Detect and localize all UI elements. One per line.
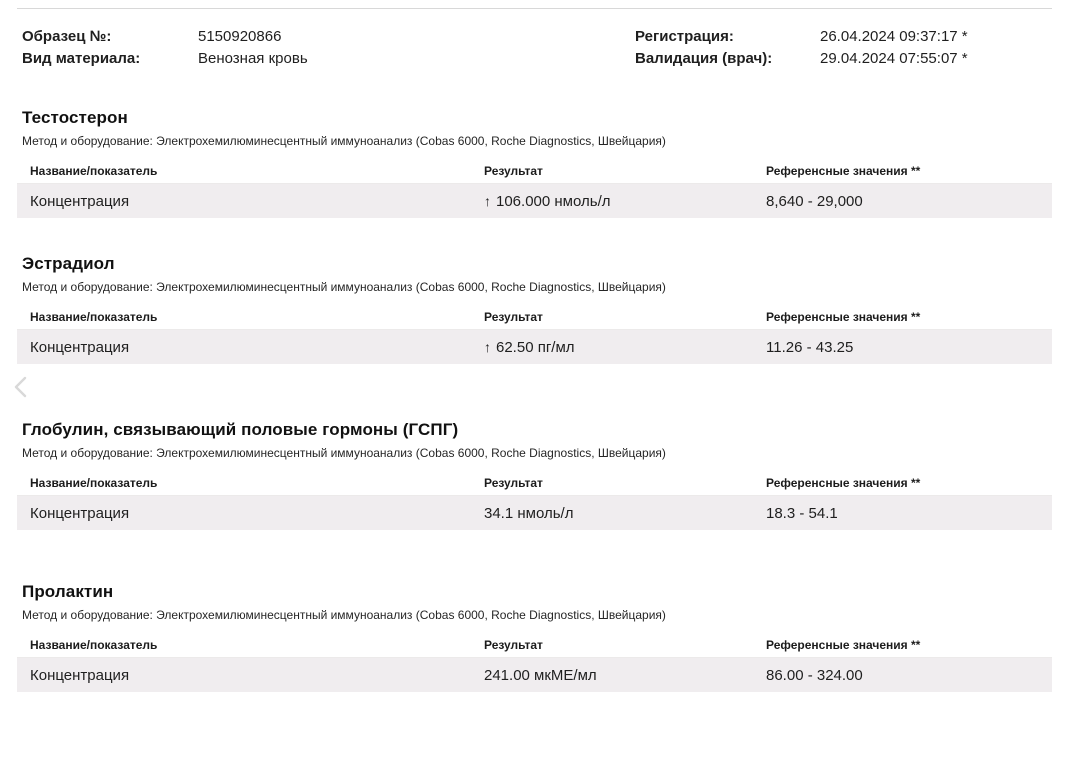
results-table: Название/показатель Результат Референсны… [17, 638, 1052, 692]
col-header-name: Название/показатель [30, 476, 158, 490]
table-header-row: Название/показатель Результат Референсны… [17, 164, 1052, 184]
section-title: Глобулин, связывающий половые гормоны (Г… [22, 420, 459, 439]
sample-number-value: 5150920866 [198, 28, 282, 45]
material-type-label: Вид материала: [22, 50, 141, 67]
result-value: 241.00 мкМЕ/мл [484, 666, 597, 684]
row-result: ↑ 62.50 пг/мл [480, 339, 766, 356]
row-name: Концентрация [30, 504, 130, 522]
result-value: 34.1 нмоль/л [484, 504, 574, 522]
row-result: 34.1 нмоль/л [480, 505, 766, 522]
high-arrow-icon: ↑ [484, 338, 491, 355]
row-name: Концентрация [30, 666, 130, 684]
table-row: Концентрация 34.1 нмоль/л 18.3 - 54.1 [17, 496, 1052, 530]
row-name: Концентрация [30, 192, 130, 210]
col-header-result: Результат [484, 476, 543, 490]
result-value: 106.000 нмоль/л [496, 192, 611, 210]
row-reference: 18.3 - 54.1 [766, 504, 838, 522]
col-header-name: Название/показатель [30, 164, 158, 178]
row-result: ↑ 106.000 нмоль/л [480, 193, 766, 210]
sample-header: Образец №: 5150920866 Регистрация: 26.04… [22, 26, 1052, 70]
col-header-reference: Референсные значения ** [766, 164, 921, 178]
row-reference: 8,640 - 29,000 [766, 192, 863, 210]
results-table: Название/показатель Результат Референсны… [17, 476, 1052, 530]
table-row: Концентрация ↑ 106.000 нмоль/л 8,640 - 29… [17, 184, 1052, 218]
method-line: Метод и оборудование: Электрохемилюминес… [22, 280, 666, 294]
section-testosterone: Тестостерон Метод и оборудование: Электр… [17, 108, 1052, 218]
row-reference: 11.26 - 43.25 [766, 338, 854, 356]
table-header-row: Название/показатель Результат Референсны… [17, 638, 1052, 658]
col-header-reference: Референсные значения ** [766, 476, 921, 490]
section-prolactin: Пролактин Метод и оборудование: Электрох… [17, 582, 1052, 692]
high-arrow-icon: ↑ [484, 192, 491, 209]
section-title: Пролактин [22, 582, 114, 601]
col-header-result: Результат [484, 310, 543, 324]
registration-value: 26.04.2024 09:37:17 * [820, 28, 968, 45]
row-result: 241.00 мкМЕ/мл [480, 667, 766, 684]
table-header-row: Название/показатель Результат Референсны… [17, 476, 1052, 496]
col-header-reference: Референсные значения ** [766, 310, 921, 324]
previous-page-chevron-icon[interactable] [13, 376, 29, 398]
results-table: Название/показатель Результат Референсны… [17, 164, 1052, 218]
row-reference: 86.00 - 324.00 [766, 666, 863, 684]
section-estradiol: Эстрадиол Метод и оборудование: Электрох… [17, 254, 1052, 364]
col-header-name: Название/показатель [30, 638, 158, 652]
table-header-row: Название/показатель Результат Референсны… [17, 310, 1052, 330]
col-header-reference: Референсные значения ** [766, 638, 921, 652]
sample-number-label: Образец №: [22, 28, 112, 45]
test-sections: Тестостерон Метод и оборудование: Электр… [0, 72, 1074, 692]
section-shbg: Глобулин, связывающий половые гормоны (Г… [17, 420, 1052, 530]
result-value: 62.50 пг/мл [496, 338, 575, 356]
table-row: Концентрация 241.00 мкМЕ/мл 86.00 - 324.… [17, 658, 1052, 692]
table-row: Концентрация ↑ 62.50 пг/мл 11.26 - 43.25 [17, 330, 1052, 364]
col-header-name: Название/показатель [30, 310, 158, 324]
section-title: Тестостерон [22, 108, 128, 127]
top-divider [17, 8, 1052, 9]
validation-value: 29.04.2024 07:55:07 * [820, 50, 968, 67]
method-line: Метод и оборудование: Электрохемилюминес… [22, 608, 666, 622]
material-type-value: Венозная кровь [198, 50, 308, 67]
section-title: Эстрадиол [22, 254, 115, 273]
validation-label: Валидация (врач): [635, 50, 773, 67]
col-header-result: Результат [484, 638, 543, 652]
row-name: Концентрация [30, 338, 130, 356]
results-table: Название/показатель Результат Референсны… [17, 310, 1052, 364]
method-line: Метод и оборудование: Электрохемилюминес… [22, 134, 666, 148]
registration-label: Регистрация: [635, 28, 734, 45]
col-header-result: Результат [484, 164, 543, 178]
method-line: Метод и оборудование: Электрохемилюминес… [22, 446, 666, 460]
